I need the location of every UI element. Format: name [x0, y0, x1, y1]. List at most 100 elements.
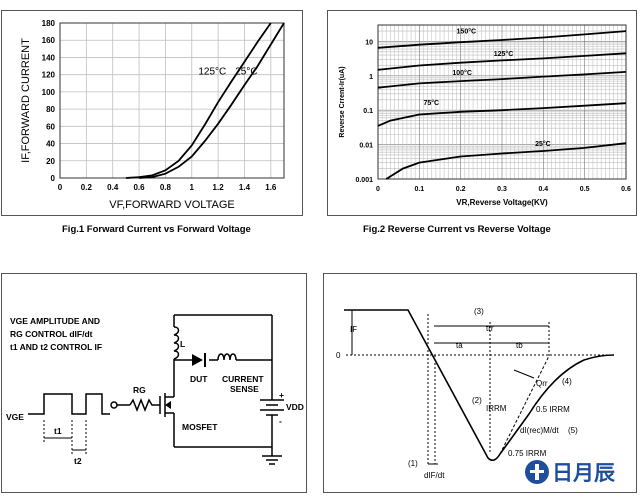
current-waveform [344, 309, 615, 462]
fig1-y-axis-title: IF,FORWARD CURRENT [20, 38, 32, 163]
rg-resistor [129, 397, 160, 413]
waveform-panel: IF 0 (3) trr ta tb (2) IRRM Qrr (4) 0.5 … [323, 273, 637, 493]
fig1-x-tick-label: 1.4 [239, 183, 251, 192]
fig2-x-tick-label: 0.2 [456, 186, 466, 193]
fig2-series-label: 25°C [535, 140, 551, 148]
inductor-label: L [180, 339, 185, 349]
fig1-plot-frame [59, 22, 285, 179]
fig2-caption: Fig.2 Reverse Current vs Reverse Voltage [363, 224, 551, 235]
fig2-plot-frame [377, 24, 627, 180]
dut-label: DUT [190, 374, 208, 384]
fig1-x-tick-label: 0 [58, 183, 63, 192]
test-circuit-diagram: VGE AMPLITUDE AND RG CONTROL dIF/dt t1 A… [6, 314, 304, 466]
fig2-series-label: 75°C [423, 99, 439, 107]
fig1-x-axis-title: VF,FORWARD VOLTAGE [109, 199, 235, 211]
fig2-y-tick-label: 1 [369, 74, 373, 81]
current-sense-label-1: CURRENT [222, 374, 264, 384]
fig2-x-tick-label: 0.4 [538, 186, 548, 193]
fig1-x-tick-label: 0.4 [107, 183, 119, 192]
inductor-l [173, 326, 180, 360]
rg-label: RG [133, 385, 146, 395]
fig2-y-axis-title: Reverse Crrent-Ir(uA) [339, 66, 346, 137]
current-sense-label-2: SENSE [230, 384, 259, 394]
n3-label: (3) [474, 307, 484, 316]
fig1-series-line [139, 22, 285, 179]
fig2-x-axis-title: VR,Reverse Voltage(KV) [456, 198, 548, 207]
fig1-y-tick-label: 40 [46, 140, 55, 149]
n2-label: (2) [472, 396, 482, 405]
circuit-note-2: RG CONTROL dIF/dt [10, 329, 93, 339]
fig2-x-tick-label: 0.6 [621, 186, 631, 193]
fig2-x-tick-label: 0.3 [497, 186, 507, 193]
tb-label: tb [516, 341, 523, 350]
quarter-irrm-label: 0.75 IRRM [508, 449, 547, 458]
fig2-series-line [385, 142, 627, 180]
qrr-label: Qrr [536, 379, 548, 388]
t2-label: t2 [74, 456, 82, 466]
fig1-y-tick-label: 120 [42, 71, 56, 80]
t1-label: t1 [54, 426, 62, 436]
fig2-panel: 0.001 0.01 0.1 1 10 0 0.1 0.2 0.3 0.4 0.5 0.6 150°C 1… [327, 10, 637, 216]
if-label: IF [350, 325, 357, 334]
brand-logo-text: 日月辰 [552, 461, 615, 485]
n1-label: (1) [408, 459, 418, 468]
fig2-series-line [377, 102, 627, 127]
fig1-y-tick-label: 60 [46, 122, 55, 131]
fig2-series-label: 150°C [457, 27, 477, 35]
vdd-label: VDD [286, 402, 304, 412]
fig1-y-tick-label: 160 [42, 36, 56, 45]
fig1-panel: 0 20 40 60 80 100 120 140 160 180 0 0.2 0.4 0.6 0.8 1 1.… [1, 10, 303, 216]
fig2-series-label: 100°C [452, 69, 472, 77]
fig1-y-tick-label: 20 [46, 157, 55, 166]
vge-label: VGE [6, 412, 24, 422]
di-rec-label: dI(rec)M/dt [520, 426, 559, 435]
fig2-series-line [377, 52, 627, 71]
fig2-series-label: 125°C [494, 50, 514, 58]
fig1-series-label: 25°C [235, 67, 257, 78]
fig2-x-tick-label: 0.5 [580, 186, 590, 193]
dif-dt-label: dIF/dt [424, 471, 445, 480]
fig2-y-tick-label: 10 [365, 39, 373, 46]
zero-label: 0 [336, 351, 341, 360]
fig1-y-tick-label: 80 [46, 105, 55, 114]
fig2-y-tick-label: 0.01 [359, 143, 373, 150]
current-sense-coil [217, 353, 237, 361]
fig1-series-line [125, 22, 272, 179]
dut-diode-symbol [192, 354, 203, 366]
vge-pulse-waveform [28, 393, 110, 415]
ta-label: ta [456, 341, 463, 350]
fig1-series-label: 125°C [198, 67, 226, 78]
fig1-x-tick-label: 0.8 [160, 183, 172, 192]
fig2-series-line [377, 71, 627, 89]
brand-logo: 日月辰 [525, 460, 615, 485]
vdd-plus: + [279, 390, 284, 400]
fig2-y-tick-label: 0.1 [363, 108, 373, 115]
circuit-note-1: VGE AMPLITUDE AND [10, 316, 100, 326]
fig1-x-tick-label: 0.2 [81, 183, 93, 192]
fig1-y-tick-label: 180 [42, 19, 56, 28]
fig1-chart: 0 20 40 60 80 100 120 140 160 180 0 0.2 0.4 0.6 0.8 1 1.… [20, 19, 285, 211]
fig1-y-tick-label: 100 [42, 88, 56, 97]
reverse-recovery-waveform: IF 0 (3) trr ta tb (2) IRRM Qrr (4) 0.5 … [336, 307, 615, 485]
circuit-panel: VGE AMPLITUDE AND RG CONTROL dIF/dt t1 A… [1, 273, 307, 493]
n4-label: (4) [562, 377, 572, 386]
irrm-label: IRRM [486, 404, 507, 413]
circuit-note-3: t1 AND t2 CONTROL IF [10, 342, 102, 352]
half-irrm-label: 0.5 IRRM [536, 405, 570, 414]
fig2-y-tick-label: 0.001 [355, 177, 373, 184]
fig1-x-tick-label: 1 [190, 183, 195, 192]
fig2-chart: 0.001 0.01 0.1 1 10 0 0.1 0.2 0.3 0.4 0.5 0.6 150°C 1… [339, 24, 631, 207]
vdd-minus: - [279, 416, 282, 426]
mosfet-label: MOSFET [182, 422, 218, 432]
fig1-caption: Fig.1 Forward Current vs Forward Voltage [62, 224, 251, 235]
n5-label: (5) [568, 426, 578, 435]
fig1-y-tick-label: 140 [42, 53, 56, 62]
fig2-x-tick-label: 0.1 [414, 186, 424, 193]
fig2-series-line [377, 30, 627, 49]
fig1-x-tick-label: 1.2 [213, 183, 225, 192]
fig1-x-tick-label: 1.6 [265, 183, 277, 192]
fig1-x-tick-label: 0.6 [133, 183, 145, 192]
trr-label: trr [486, 324, 494, 333]
fig2-x-tick-label: 0 [376, 186, 380, 193]
fig1-y-tick-label: 0 [51, 174, 56, 183]
